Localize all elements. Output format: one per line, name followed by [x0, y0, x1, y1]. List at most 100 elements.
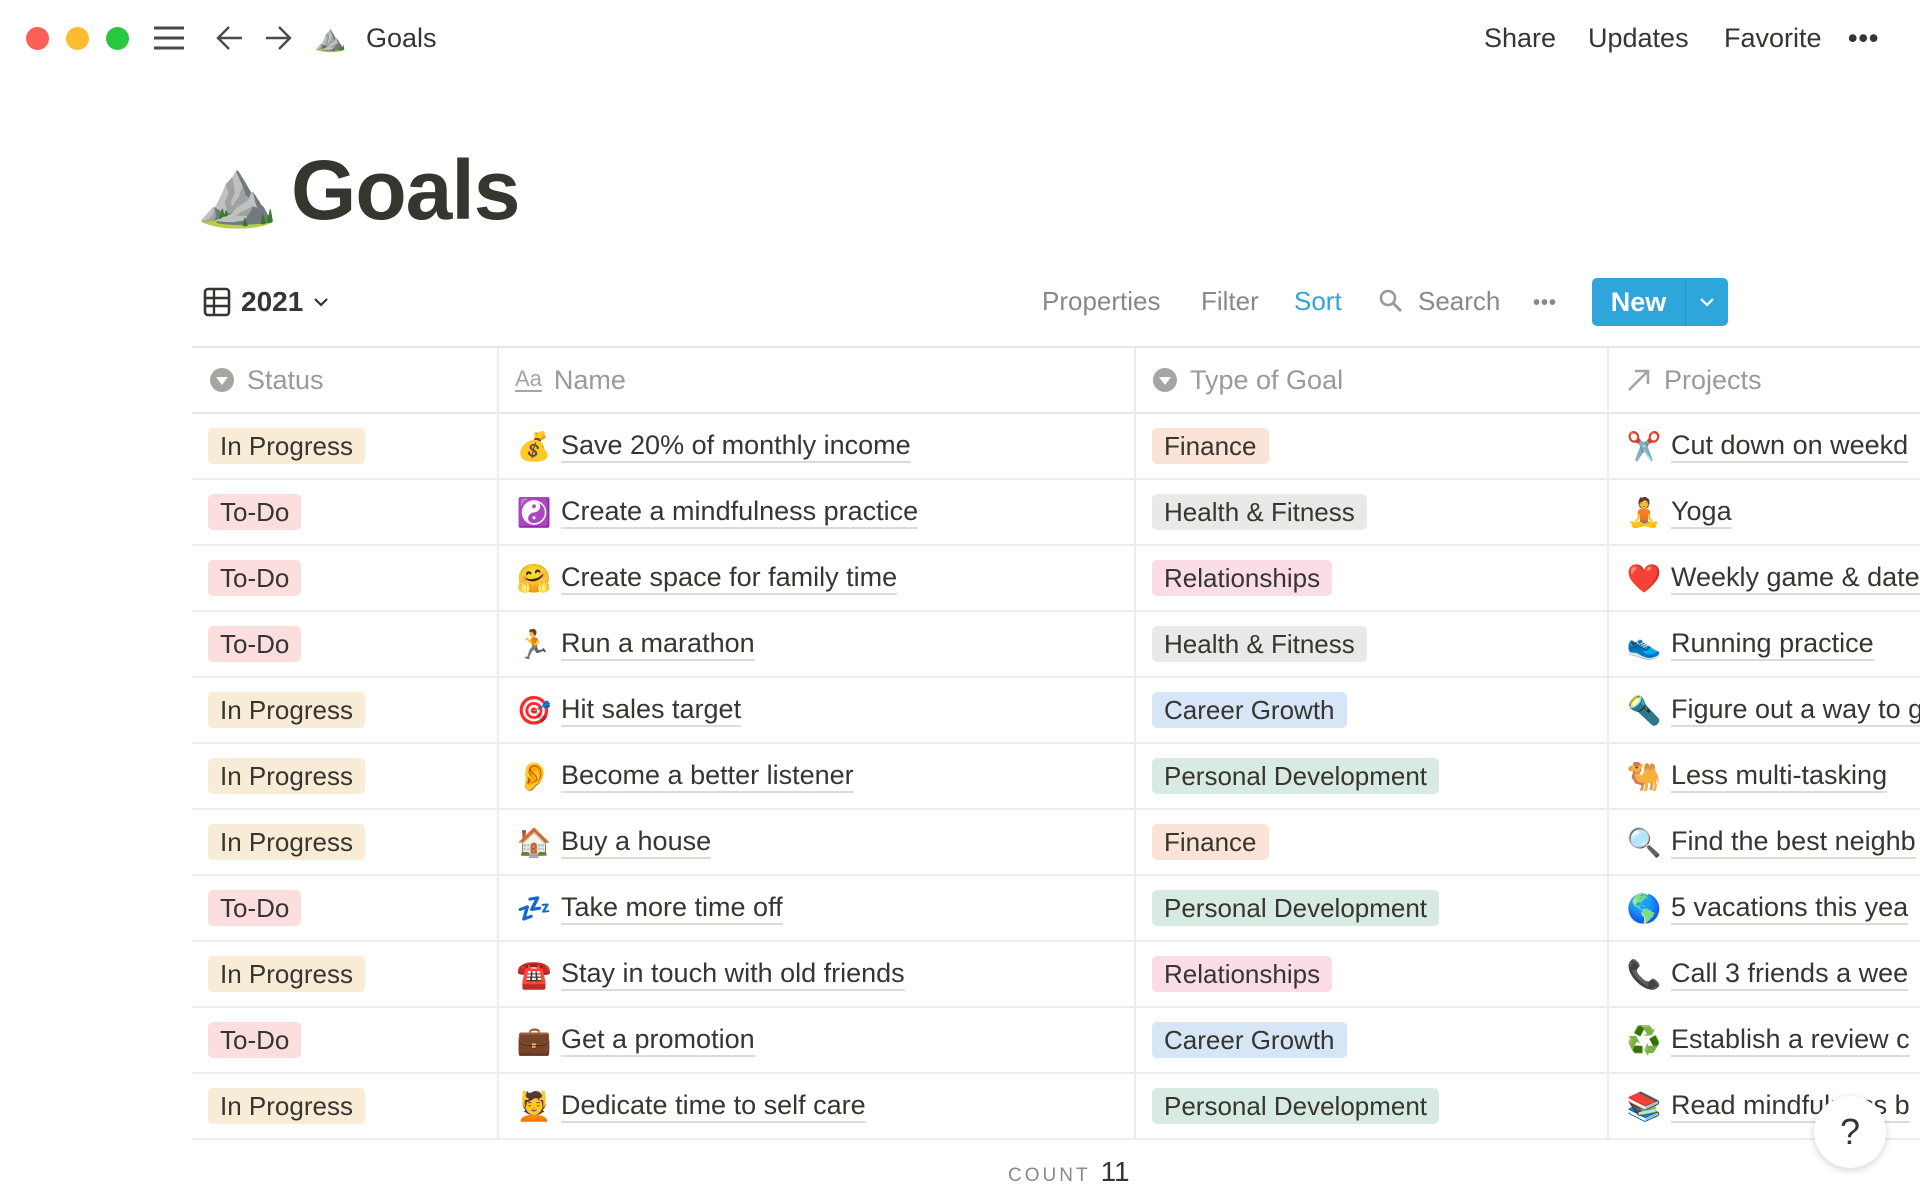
project-emoji-icon: 🐫 [1626, 760, 1662, 792]
project-link[interactable]: Cut down on weekd [1671, 429, 1909, 463]
project-link[interactable]: Figure out a way to g [1671, 693, 1920, 727]
view-selector[interactable]: 2021 [203, 286, 329, 318]
project-emoji-icon: 🌎 [1626, 892, 1662, 924]
project-link[interactable]: 5 vacations this yea [1671, 891, 1909, 925]
status-tag[interactable]: In Progress [208, 758, 365, 794]
goal-type-tag[interactable]: Relationships [1152, 956, 1333, 992]
sidebar-menu-icon[interactable] [152, 22, 186, 54]
properties-button[interactable]: Properties [1042, 286, 1161, 316]
goal-type-tag[interactable]: Personal Development [1152, 1088, 1440, 1124]
share-button[interactable]: Share [1484, 23, 1557, 53]
table-row[interactable]: In Progress ☎️ Stay in touch with old frie… [192, 941, 1920, 1008]
status-tag[interactable]: In Progress [208, 428, 365, 464]
goal-name-link[interactable]: Run a marathon [561, 627, 755, 661]
table-row[interactable]: To-Do 💤 Take more time off Personal Develop… [192, 875, 1920, 942]
goal-type-tag[interactable]: Personal Development [1152, 758, 1440, 794]
goal-name-link[interactable]: Save 20% of monthly income [561, 429, 911, 463]
goal-name-link[interactable]: Stay in touch with old friends [561, 957, 905, 991]
project-link[interactable]: Establish a review c [1671, 1023, 1910, 1057]
project-link[interactable]: Find the best neighb [1671, 825, 1916, 859]
goal-emoji-icon: 🎯 [516, 694, 552, 726]
row-divider [192, 808, 1920, 810]
row-divider [192, 1138, 1920, 1140]
status-tag[interactable]: To-Do [208, 626, 302, 662]
breadcrumb-page-title[interactable]: Goals [366, 23, 437, 53]
goal-type-tag[interactable]: Health & Fitness [1152, 494, 1367, 530]
help-button[interactable]: ? [1814, 1096, 1886, 1168]
column-header-label: Name [553, 364, 626, 395]
status-tag[interactable]: In Progress [208, 824, 365, 860]
goal-type-tag[interactable]: Career Growth [1152, 1022, 1347, 1058]
column-header-projects[interactable]: Projects [1626, 362, 1762, 398]
goal-type-tag[interactable]: Career Growth [1152, 692, 1347, 728]
goal-name-link[interactable]: Create a mindfulness practice [561, 495, 919, 529]
goal-type-tag[interactable]: Personal Development [1152, 890, 1440, 926]
column-header-status[interactable]: Status [209, 362, 324, 398]
goal-emoji-icon: ☯️ [516, 496, 552, 528]
table-row[interactable]: In Progress 💰 Save 20% of monthly income Fi… [192, 413, 1920, 480]
status-tag[interactable]: To-Do [208, 890, 302, 926]
updates-button[interactable]: Updates [1588, 23, 1689, 53]
goal-name-link[interactable]: Hit sales target [561, 693, 742, 727]
goal-type-tag[interactable]: Health & Fitness [1152, 626, 1367, 662]
table-view-icon [203, 287, 231, 317]
goal-type-tag[interactable]: Finance [1152, 428, 1269, 464]
goal-type-tag[interactable]: Relationships [1152, 560, 1333, 596]
goal-name-link[interactable]: Get a promotion [561, 1023, 755, 1057]
column-header-name[interactable]: Aa Name [515, 362, 626, 398]
count-label: COUNT [1008, 1165, 1091, 1186]
table-row[interactable]: In Progress 🏠 Buy a house Finance 🔍 Find the … [192, 809, 1920, 876]
project-emoji-icon: 🔍 [1626, 826, 1662, 858]
status-tag[interactable]: In Progress [208, 956, 365, 992]
back-arrow-icon[interactable] [214, 22, 246, 54]
status-tag[interactable]: In Progress [208, 692, 365, 728]
maximize-window-button[interactable] [106, 27, 129, 50]
count-value: 11 [1100, 1156, 1130, 1187]
table-row[interactable]: In Progress 🎯 Hit sales target Career Growt… [192, 677, 1920, 744]
row-divider [192, 1072, 1920, 1074]
new-dropdown-button[interactable] [1686, 278, 1728, 326]
goal-name-link[interactable]: Become a better listener [561, 759, 854, 793]
status-tag[interactable]: To-Do [208, 1022, 302, 1058]
new-button[interactable]: New [1592, 278, 1686, 326]
search-button[interactable]: Search [1418, 286, 1501, 316]
view-more-options-button[interactable]: ••• [1533, 292, 1558, 314]
project-emoji-icon: ♻️ [1626, 1024, 1662, 1056]
table-row[interactable]: To-Do ☯️ Create a mindfulness practice Heal… [192, 479, 1920, 546]
table-row[interactable]: To-Do 🏃 Run a marathon Health & Fitness 👟 Run… [192, 611, 1920, 678]
project-link[interactable]: Running practice [1671, 627, 1874, 661]
column-header-type-of-goal[interactable]: Type of Goal [1152, 362, 1343, 398]
project-link[interactable]: Weekly game & date [1671, 561, 1920, 595]
filter-button[interactable]: Filter [1201, 286, 1259, 316]
search-icon[interactable] [1378, 288, 1404, 319]
goal-name-link[interactable]: Buy a house [561, 825, 712, 859]
table-row[interactable]: In Progress 💆 Dedicate time to self care Pe… [192, 1073, 1920, 1140]
forward-arrow-icon[interactable] [262, 22, 294, 54]
status-tag[interactable]: To-Do [208, 494, 302, 530]
close-window-button[interactable] [26, 27, 49, 50]
goal-name-link[interactable]: Create space for family time [561, 561, 898, 595]
minimize-window-button[interactable] [66, 27, 89, 50]
more-options-button[interactable]: ••• [1848, 23, 1880, 53]
table-row[interactable]: To-Do 💼 Get a promotion Career Growth ♻️ Esta… [192, 1007, 1920, 1074]
goal-name-link[interactable]: Take more time off [561, 891, 783, 925]
text-icon: Aa [515, 366, 542, 392]
goal-type-tag[interactable]: Finance [1152, 824, 1269, 860]
project-emoji-icon: 👟 [1626, 628, 1662, 660]
project-emoji-icon: ✂️ [1626, 430, 1662, 462]
sort-button[interactable]: Sort [1294, 286, 1342, 316]
project-link[interactable]: Less multi-tasking [1671, 759, 1888, 793]
table-row[interactable]: In Progress 👂 Become a better listener Pers… [192, 743, 1920, 810]
status-tag[interactable]: In Progress [208, 1088, 365, 1124]
column-header-label: Type of Goal [1190, 364, 1344, 395]
page-mountain-icon[interactable]: ⛰️ [196, 155, 279, 229]
goal-name-link[interactable]: Dedicate time to self care [561, 1089, 866, 1123]
project-link[interactable]: Call 3 friends a wee [1671, 957, 1909, 991]
status-tag[interactable]: To-Do [208, 560, 302, 596]
table-row[interactable]: To-Do 🤗 Create space for family time Relati… [192, 545, 1920, 612]
column-header-label: Projects [1664, 364, 1762, 395]
chevron-down-icon [1700, 298, 1714, 307]
page-title[interactable]: Goals [291, 143, 520, 237]
favorite-button[interactable]: Favorite [1724, 23, 1822, 53]
project-link[interactable]: Yoga [1671, 495, 1732, 529]
